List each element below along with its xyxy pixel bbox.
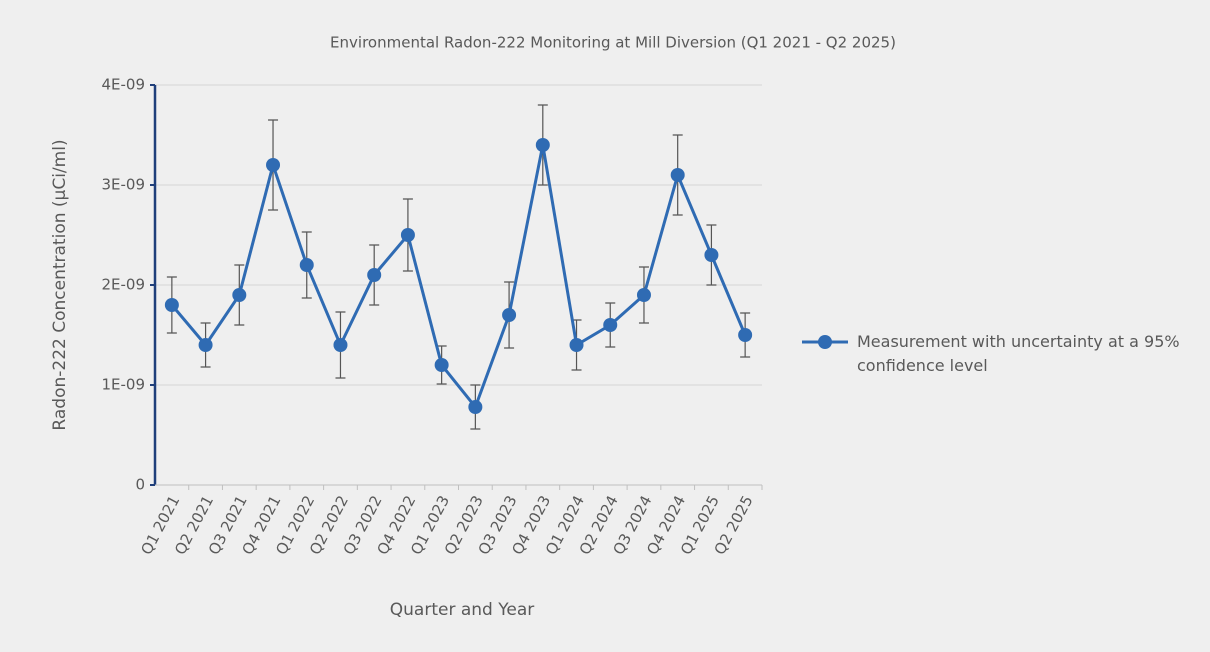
series-line (170, 144, 747, 411)
point (299, 258, 314, 272)
y-tick-label: 2E-09 (101, 276, 145, 294)
point (333, 338, 348, 352)
point (670, 168, 685, 182)
point (738, 328, 753, 342)
point (232, 288, 247, 302)
y-tick-label: 1E-09 (101, 376, 145, 394)
y-tick-label: 4E-09 (101, 76, 145, 94)
point (468, 400, 483, 414)
point (434, 358, 449, 372)
point (502, 308, 517, 322)
point (636, 288, 651, 302)
point (569, 338, 584, 352)
point (198, 338, 213, 352)
legend-label: Measurement with uncertainty at a 95% co… (857, 332, 1180, 375)
point (535, 138, 550, 152)
point (367, 268, 382, 282)
point (266, 158, 281, 172)
point (704, 248, 719, 262)
y-tick-label: 0 (135, 476, 145, 494)
y-tick-label: 3E-09 (101, 176, 145, 194)
legend-marker (818, 335, 832, 349)
point (400, 228, 415, 242)
x-axis-title: Quarter and Year (390, 600, 534, 620)
point (164, 298, 179, 312)
point (603, 318, 618, 332)
chart-title: Environmental Radon-222 Monitoring at Mi… (330, 34, 896, 52)
y-axis-title: Radon-222 Concentration (µCi/ml) (50, 139, 70, 430)
